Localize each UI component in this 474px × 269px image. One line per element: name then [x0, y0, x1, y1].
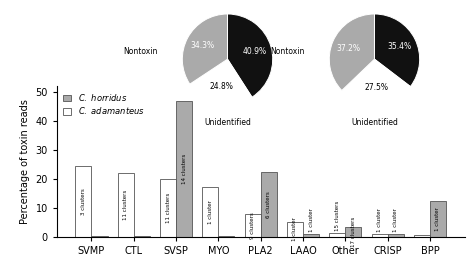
Text: 15 clusters: 15 clusters — [335, 201, 340, 231]
Bar — [91, 236, 108, 237]
Text: 1 cluster: 1 cluster — [377, 208, 382, 232]
Text: 35.4%: 35.4% — [388, 42, 411, 51]
Text: 17 clusters: 17 clusters — [351, 217, 356, 247]
Bar — [329, 233, 345, 237]
Text: 9 clusters: 9 clusters — [250, 212, 255, 239]
Bar — [245, 214, 261, 237]
Text: Unidentified: Unidentified — [204, 118, 251, 127]
Bar — [219, 236, 235, 237]
Text: 1 cluster: 1 cluster — [292, 218, 298, 241]
Text: 40.9%: 40.9% — [242, 47, 266, 56]
Wedge shape — [228, 14, 273, 97]
Text: Unidentified: Unidentified — [351, 118, 398, 127]
Bar — [430, 200, 446, 237]
Bar — [160, 179, 176, 237]
Bar — [261, 172, 277, 237]
Bar — [345, 226, 361, 237]
Y-axis label: Percentage of toxin reads: Percentage of toxin reads — [20, 99, 30, 224]
Text: 11 clusters: 11 clusters — [165, 193, 171, 223]
Text: 1 cluster: 1 cluster — [436, 207, 440, 231]
Bar — [176, 101, 192, 237]
Bar — [118, 173, 134, 237]
Title: $\it{C.\ horridus}$: $\it{C.\ horridus}$ — [201, 0, 254, 1]
Legend: $\it{C.\ horridus}$, $\it{C.\ adamanteus}$: $\it{C.\ horridus}$, $\it{C.\ adamanteus… — [61, 90, 146, 118]
Bar — [372, 234, 388, 237]
Text: 37.2%: 37.2% — [337, 44, 361, 53]
Wedge shape — [329, 14, 374, 90]
Bar — [202, 187, 219, 237]
Title: $\it{C.\ adamanteus}$: $\it{C.\ adamanteus}$ — [338, 0, 410, 1]
Wedge shape — [182, 14, 228, 84]
Text: 1 cluster: 1 cluster — [393, 208, 398, 232]
Bar — [414, 235, 430, 237]
Bar — [75, 166, 91, 237]
Text: Nontoxin: Nontoxin — [123, 47, 157, 55]
Bar — [287, 222, 303, 237]
Text: 11 clusters: 11 clusters — [123, 190, 128, 220]
Bar — [388, 234, 404, 237]
Text: 34.3%: 34.3% — [191, 41, 215, 50]
Text: 3 clusters: 3 clusters — [81, 188, 86, 215]
Text: 6 clusters: 6 clusters — [266, 191, 271, 218]
Text: 24.8%: 24.8% — [210, 82, 234, 91]
Text: Nontoxin: Nontoxin — [270, 47, 304, 55]
Text: 27.5%: 27.5% — [364, 83, 388, 92]
Wedge shape — [190, 59, 252, 104]
Text: 1 cluster: 1 cluster — [309, 208, 313, 232]
Wedge shape — [374, 14, 419, 87]
Text: 1 cluster: 1 cluster — [208, 200, 213, 224]
Bar — [134, 236, 150, 237]
Wedge shape — [342, 59, 410, 104]
Text: 14 clusters: 14 clusters — [182, 154, 187, 184]
Bar — [303, 234, 319, 237]
